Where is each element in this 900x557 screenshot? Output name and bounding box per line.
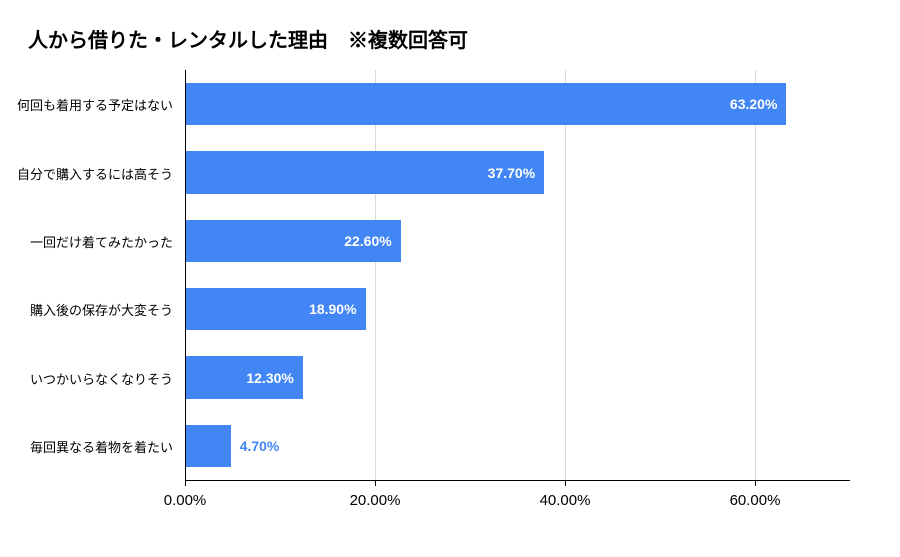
x-axis (185, 480, 850, 481)
bar-value-label: 37.70% (488, 165, 535, 181)
x-tick-label: 20.00% (350, 492, 401, 509)
bar (186, 425, 231, 467)
bar-value-label: 12.30% (246, 370, 293, 386)
category-label: 毎回異なる着物を着たい (0, 437, 173, 456)
bar-value-label: 22.60% (344, 233, 391, 249)
category-label: 一回だけ着てみたかった (0, 232, 173, 251)
x-gridline (565, 70, 566, 480)
bar-value-label: 18.90% (309, 301, 356, 317)
category-label: 購入後の保存が大変そう (0, 300, 173, 319)
x-gridline (755, 70, 756, 480)
chart-container: 人から借りた・レンタルした理由 ※複数回答可 0.00%20.00%40.00%… (0, 0, 900, 557)
plot-area: 0.00%20.00%40.00%60.00%何回も着用する予定はない63.20… (185, 70, 850, 480)
chart-title: 人から借りた・レンタルした理由 ※複数回答可 (28, 24, 468, 53)
category-label: 何回も着用する予定はない (0, 95, 173, 114)
x-tick-label: 40.00% (540, 492, 591, 509)
category-label: いつかいらなくなりそう (0, 369, 173, 388)
bar-value-label: 63.20% (730, 96, 777, 112)
bar-value-label: 4.70% (240, 438, 280, 454)
x-tick-label: 60.00% (730, 492, 781, 509)
bar (186, 83, 786, 125)
y-axis (185, 70, 186, 480)
category-label: 自分で購入するには高そう (0, 164, 173, 183)
x-gridline (375, 70, 376, 480)
x-tick-label: 0.00% (164, 492, 207, 509)
